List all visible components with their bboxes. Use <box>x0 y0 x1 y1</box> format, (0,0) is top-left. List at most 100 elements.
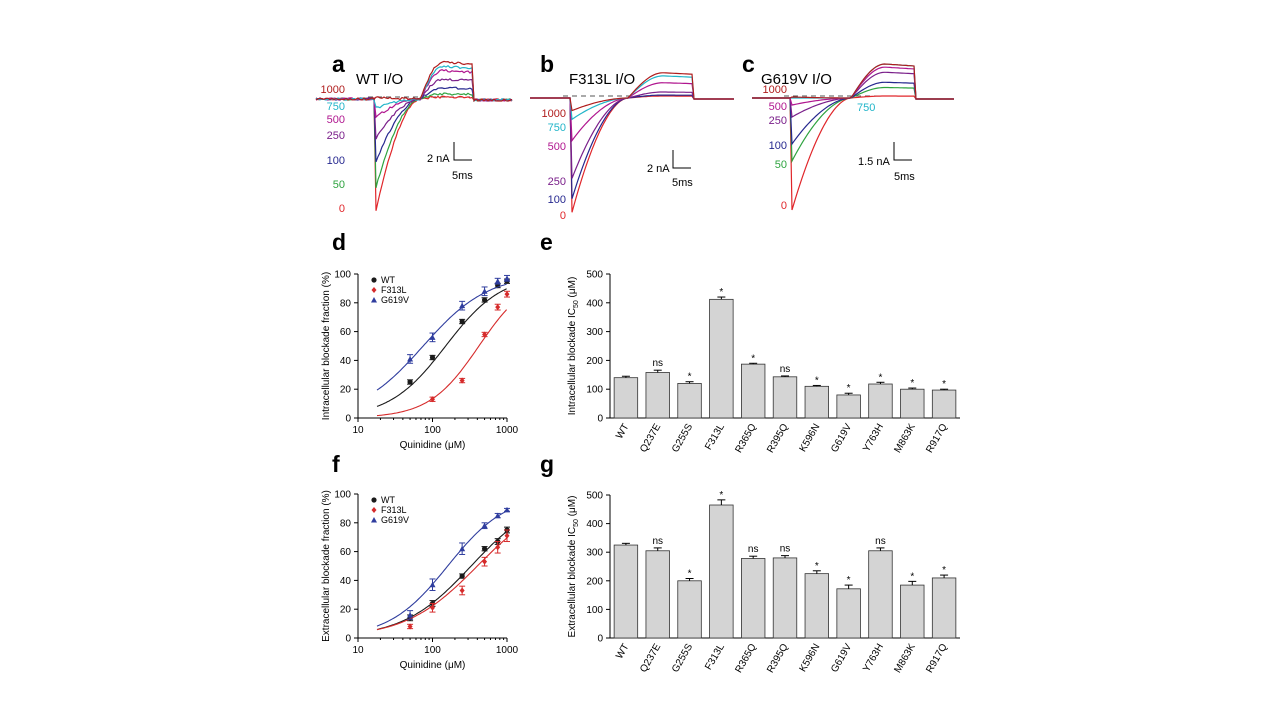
panel-g-label: g <box>540 451 554 477</box>
category-label-R365Q: R365Q <box>733 642 758 675</box>
category-label-M863K: M863K <box>893 422 919 455</box>
legend-label-WT: WT <box>381 495 395 505</box>
panel-c-scale-bar: 1.5 nA 5ms <box>858 142 915 183</box>
y-tick-label: 20 <box>340 605 352 616</box>
legend-label-F313L: F313L <box>381 505 407 515</box>
trace-250 <box>530 91 734 179</box>
significance-marker: ns <box>652 358 663 369</box>
trace-0 <box>315 95 513 211</box>
data-point-G619V <box>481 288 488 294</box>
data-point-F313L <box>495 304 501 311</box>
data-point-G619V <box>494 278 501 284</box>
category-label-G619V: G619V <box>829 642 854 675</box>
bar-F313L <box>709 504 734 639</box>
data-point-G619V <box>494 512 501 519</box>
trace-1000 <box>530 72 734 112</box>
legend-marker-F313L <box>371 287 377 293</box>
trace-250 <box>315 78 513 140</box>
concentration-label-50: 50 <box>775 159 787 171</box>
y-tick-label: 60 <box>340 547 352 558</box>
legend-label-F313L: F313L <box>381 285 407 295</box>
y-tick-label: 40 <box>340 356 352 367</box>
category-label-WT: WT <box>614 642 631 661</box>
concentration-label-250: 250 <box>548 176 566 188</box>
bar-WT <box>613 544 639 639</box>
category-label-R395Q: R395Q <box>765 422 790 455</box>
data-point-WT <box>481 546 488 552</box>
y-tick-label: 40 <box>340 576 352 587</box>
data-point-F313L <box>459 377 465 384</box>
data-point-F313L <box>482 331 488 338</box>
x-tick-label: 100 <box>424 645 441 656</box>
concentration-label-250: 250 <box>769 115 787 127</box>
data-point-F313L <box>430 396 435 403</box>
bar-Y763H <box>868 383 893 419</box>
y-axis-label: Extracellular blockade IC50 (μM) <box>567 496 580 638</box>
y-axis-label: Intracellular blockade IC50 (μM) <box>567 277 580 416</box>
x-tick-label: 1000 <box>496 425 519 436</box>
x-axis-label: Quinidine (μM) <box>400 440 466 451</box>
y-tick-label: 200 <box>586 576 603 587</box>
data-point-F313L <box>504 291 510 298</box>
data-point-G619V <box>459 545 466 552</box>
concentration-label-0: 0 <box>339 203 345 215</box>
significance-marker: * <box>847 383 851 394</box>
significance-marker: ns <box>780 364 791 375</box>
legend-marker-WT <box>371 277 377 283</box>
category-label-Y763H: Y763H <box>861 422 886 454</box>
panel-d-label: d <box>332 229 346 255</box>
bar-K596N <box>804 573 829 639</box>
significance-marker: ns <box>875 536 886 547</box>
panel-c-scale-time: 5ms <box>894 171 915 183</box>
legend-marker-G619V <box>371 297 377 303</box>
trace-0 <box>752 95 954 211</box>
category-label-M863K: M863K <box>893 642 919 675</box>
y-tick-label: 300 <box>586 327 603 338</box>
bar-G619V <box>836 588 861 639</box>
panel-c-label: c <box>742 51 755 77</box>
bar-G255S <box>677 383 702 419</box>
fit-curve-WT <box>376 288 507 407</box>
chart-g: 0 100 200 300 400 500 Extracellular blockade I… <box>567 490 960 675</box>
panel-b-title: F313L I/O <box>569 71 635 88</box>
bar-R395Q <box>772 376 798 419</box>
x-tick-label: 100 <box>424 425 441 436</box>
y-tick-label: 500 <box>586 270 603 281</box>
significance-marker: * <box>815 375 819 386</box>
panel-a-scale-current: 2 nA <box>427 153 450 165</box>
bar-R917Q <box>931 389 957 419</box>
panel-c-title: G619V I/O <box>761 71 832 88</box>
panel-b-scale-time: 5ms <box>672 177 693 189</box>
significance-marker: ns <box>652 536 663 547</box>
x-tick-label: 10 <box>352 645 364 656</box>
y-tick-label: 0 <box>345 634 351 645</box>
concentration-label-100: 100 <box>327 155 345 167</box>
category-label-K596N: K596N <box>798 422 823 454</box>
significance-marker: * <box>910 571 914 582</box>
data-point-WT <box>459 573 465 579</box>
significance-marker: * <box>879 372 883 383</box>
category-label-F313L: F313L <box>703 642 727 672</box>
significance-marker: * <box>719 490 723 501</box>
y-tick-label: 100 <box>586 605 603 616</box>
data-point-F313L <box>504 532 510 539</box>
bar-R395Q <box>772 557 798 639</box>
concentration-label-750: 750 <box>548 122 566 134</box>
bar-Q237E <box>645 550 670 639</box>
category-label-Y763H: Y763H <box>861 642 886 674</box>
data-point-F313L <box>459 587 465 594</box>
panel-a-label: a <box>332 51 345 77</box>
panel-e-label: e <box>540 229 553 255</box>
data-point-F313L <box>482 558 488 565</box>
concentration-label-1000: 1000 <box>763 84 787 96</box>
panel-a-traces <box>315 60 513 211</box>
category-label-F313L: F313L <box>703 422 727 452</box>
significance-marker: * <box>942 379 946 390</box>
x-tick-label: 1000 <box>496 645 519 656</box>
data-point-G619V <box>481 522 488 529</box>
x-axis-label: Quinidine (μM) <box>400 660 466 671</box>
data-point-G619V <box>407 355 414 362</box>
significance-marker: * <box>942 565 946 576</box>
